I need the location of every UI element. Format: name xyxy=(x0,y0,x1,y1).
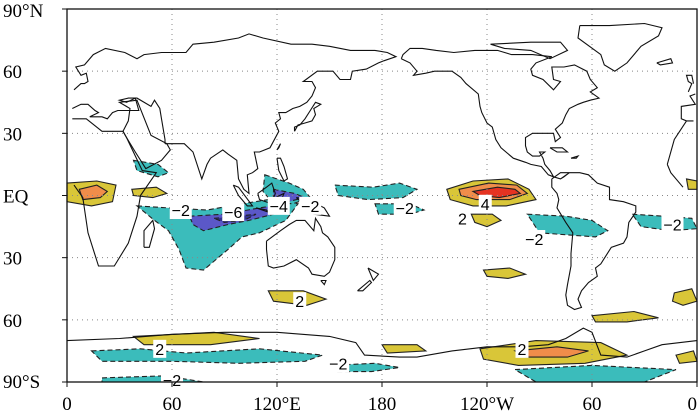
longitude-axis-labels: 0 60 120°E 180 120°W 60 0 xyxy=(62,394,697,415)
contour-label-bg xyxy=(523,230,546,249)
coastline xyxy=(357,279,373,292)
coastline xyxy=(66,327,698,358)
contour-label-bg xyxy=(456,209,469,228)
positive-anomaly-region xyxy=(482,267,528,279)
contour-label: 2 xyxy=(518,342,527,359)
coastline xyxy=(400,47,601,180)
contour-label: −2 xyxy=(329,356,347,373)
coastlines xyxy=(66,22,698,358)
coastline xyxy=(293,101,323,132)
coastline xyxy=(570,155,580,159)
longitude-label: 120°W xyxy=(460,394,514,415)
coastline xyxy=(685,74,695,93)
latitude-label: 30 xyxy=(3,249,22,270)
coastline xyxy=(143,219,156,248)
latitude-label: EQ xyxy=(3,187,29,208)
latitude-label: 90°N xyxy=(3,1,44,22)
coastline xyxy=(680,93,697,122)
positive-anomaly-region xyxy=(671,288,698,306)
positive-anomaly-region xyxy=(380,344,428,354)
contour-label-bg xyxy=(153,339,167,358)
negative-anomaly-region xyxy=(90,348,323,364)
coastline xyxy=(490,41,569,60)
contour-label: 2 xyxy=(295,294,304,311)
contour-label-bg xyxy=(393,198,416,217)
contour-labels: −2 −6 −4 −2 −224−2−222−2−22 xyxy=(153,194,684,390)
coastline xyxy=(72,97,166,144)
contour-label-bg xyxy=(661,215,684,234)
contour-label-bg xyxy=(267,196,290,215)
coastline xyxy=(255,207,271,214)
contour-label: −2 xyxy=(172,203,190,220)
coastline xyxy=(666,164,684,188)
contour-label-bg xyxy=(478,194,492,213)
contour-label: −2 xyxy=(301,199,319,216)
longitude-label: 0 xyxy=(688,394,698,415)
longitude-label: 120°E xyxy=(253,394,301,415)
coastline xyxy=(551,172,637,311)
positive-anomaly-region xyxy=(470,213,503,228)
contour-label: 2 xyxy=(458,211,467,228)
coastline xyxy=(232,184,254,207)
latitude-label: 60 xyxy=(3,62,22,83)
coastline xyxy=(257,182,276,205)
positive-anomaly-region xyxy=(78,184,109,201)
longitude-label: 0 xyxy=(62,394,72,415)
latitude-label: 30 xyxy=(3,124,22,145)
contour-label: −6 xyxy=(224,205,242,222)
longitude-label: 180 xyxy=(368,394,397,415)
contour-label: −2 xyxy=(525,232,543,249)
latitude-label: 60 xyxy=(3,311,22,332)
coastline xyxy=(265,216,336,277)
contour-label: 4 xyxy=(481,197,490,214)
axis-ticks xyxy=(62,8,698,387)
coastline xyxy=(549,147,570,153)
coastline xyxy=(73,33,398,195)
coastline xyxy=(656,58,674,66)
coastline xyxy=(367,267,380,282)
coastline xyxy=(276,143,282,151)
longitude-label: 60 xyxy=(163,394,182,415)
coastline xyxy=(72,118,158,267)
contour-label-bg xyxy=(222,203,245,222)
contour-label-bg xyxy=(293,292,307,311)
coastline xyxy=(666,120,687,165)
positive-anomaly-region xyxy=(685,178,698,190)
coastline xyxy=(276,157,289,182)
contour-label-bg xyxy=(515,339,529,358)
longitude-label: 60 xyxy=(583,394,602,415)
negative-anomaly-region xyxy=(334,182,419,201)
contour-label: 2 xyxy=(155,342,164,359)
coastline xyxy=(577,22,663,72)
contour-label: −2 xyxy=(663,218,681,235)
contour-label-bg xyxy=(327,354,350,373)
latitude-axis-labels: 90°N 60 30 EQ 30 60 90°S xyxy=(3,1,44,393)
contour-label-bg xyxy=(299,196,322,215)
contour-label: −2 xyxy=(396,201,414,218)
contour-label: −4 xyxy=(270,199,288,216)
latitude-label: 90°S xyxy=(3,372,40,393)
contour-label-bg xyxy=(161,370,183,389)
negative-anomaly-region xyxy=(513,364,677,383)
contour-label-bg xyxy=(169,201,192,220)
lat-lon-gridlines xyxy=(67,9,697,382)
coastline xyxy=(320,279,327,286)
